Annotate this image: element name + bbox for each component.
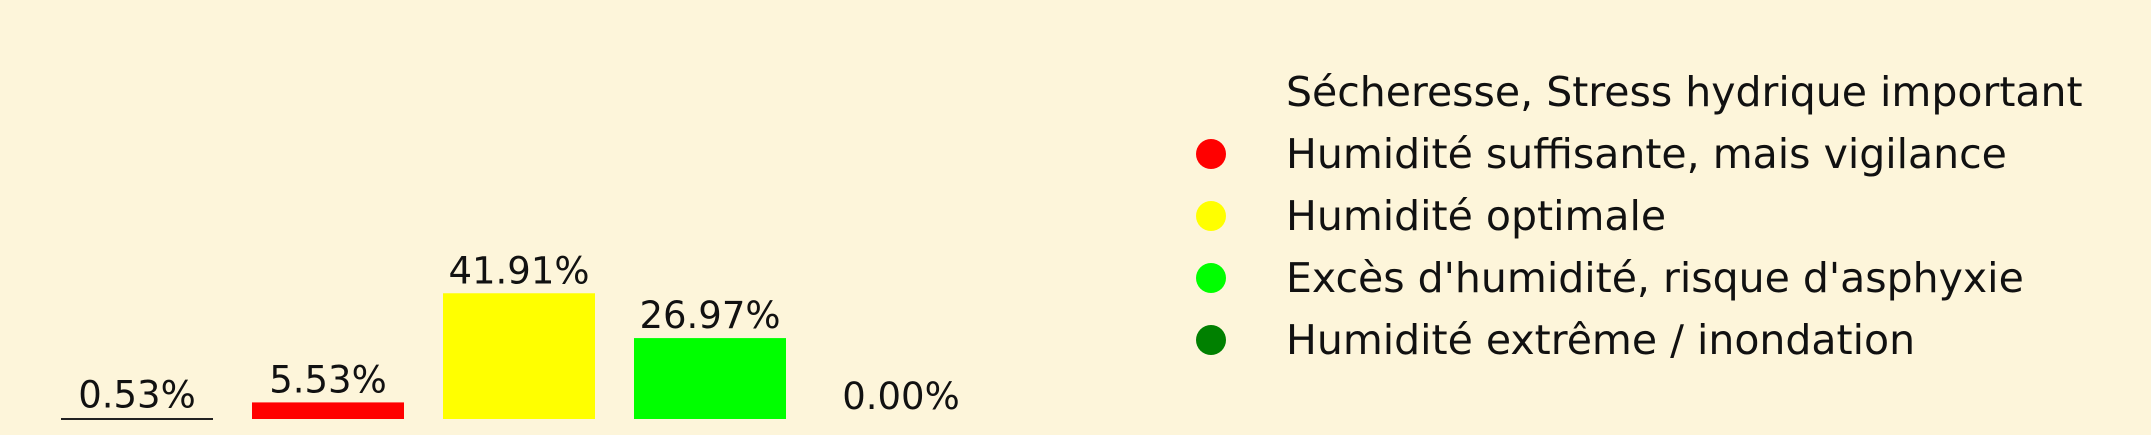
- legend-marker-3: [1196, 201, 1226, 231]
- value-label-5: 0.00%: [842, 375, 960, 418]
- legend-label-5: Humidité extrême / inondation: [1286, 316, 1915, 364]
- legend-label-2: Humidité suffisante, mais vigilance: [1286, 130, 2007, 178]
- value-label-1: 0.53%: [78, 373, 196, 416]
- legend-label-3: Humidité optimale: [1286, 192, 1666, 240]
- bar-4: [634, 338, 786, 419]
- value-labels-group: 0.53% 5.53% 41.91% 26.97% 0.00%: [78, 249, 960, 418]
- value-label-3: 41.91%: [448, 249, 589, 292]
- value-label-4: 26.97%: [639, 294, 780, 337]
- legend-marker-2: [1196, 139, 1226, 169]
- legend-marker-4: [1196, 263, 1226, 293]
- bar-3: [443, 293, 595, 419]
- value-label-2: 5.53%: [269, 358, 387, 401]
- legend-label-4: Excès d'humidité, risque d'asphyxie: [1286, 254, 2024, 302]
- legend-marker-1: [1196, 77, 1226, 107]
- legend: Sécheresse, Stress hydrique important Hum…: [1196, 68, 2083, 364]
- bar-2: [252, 402, 404, 419]
- legend-marker-5: [1196, 325, 1226, 355]
- bars-group: [61, 293, 786, 420]
- legend-label-1: Sécheresse, Stress hydrique important: [1286, 68, 2083, 116]
